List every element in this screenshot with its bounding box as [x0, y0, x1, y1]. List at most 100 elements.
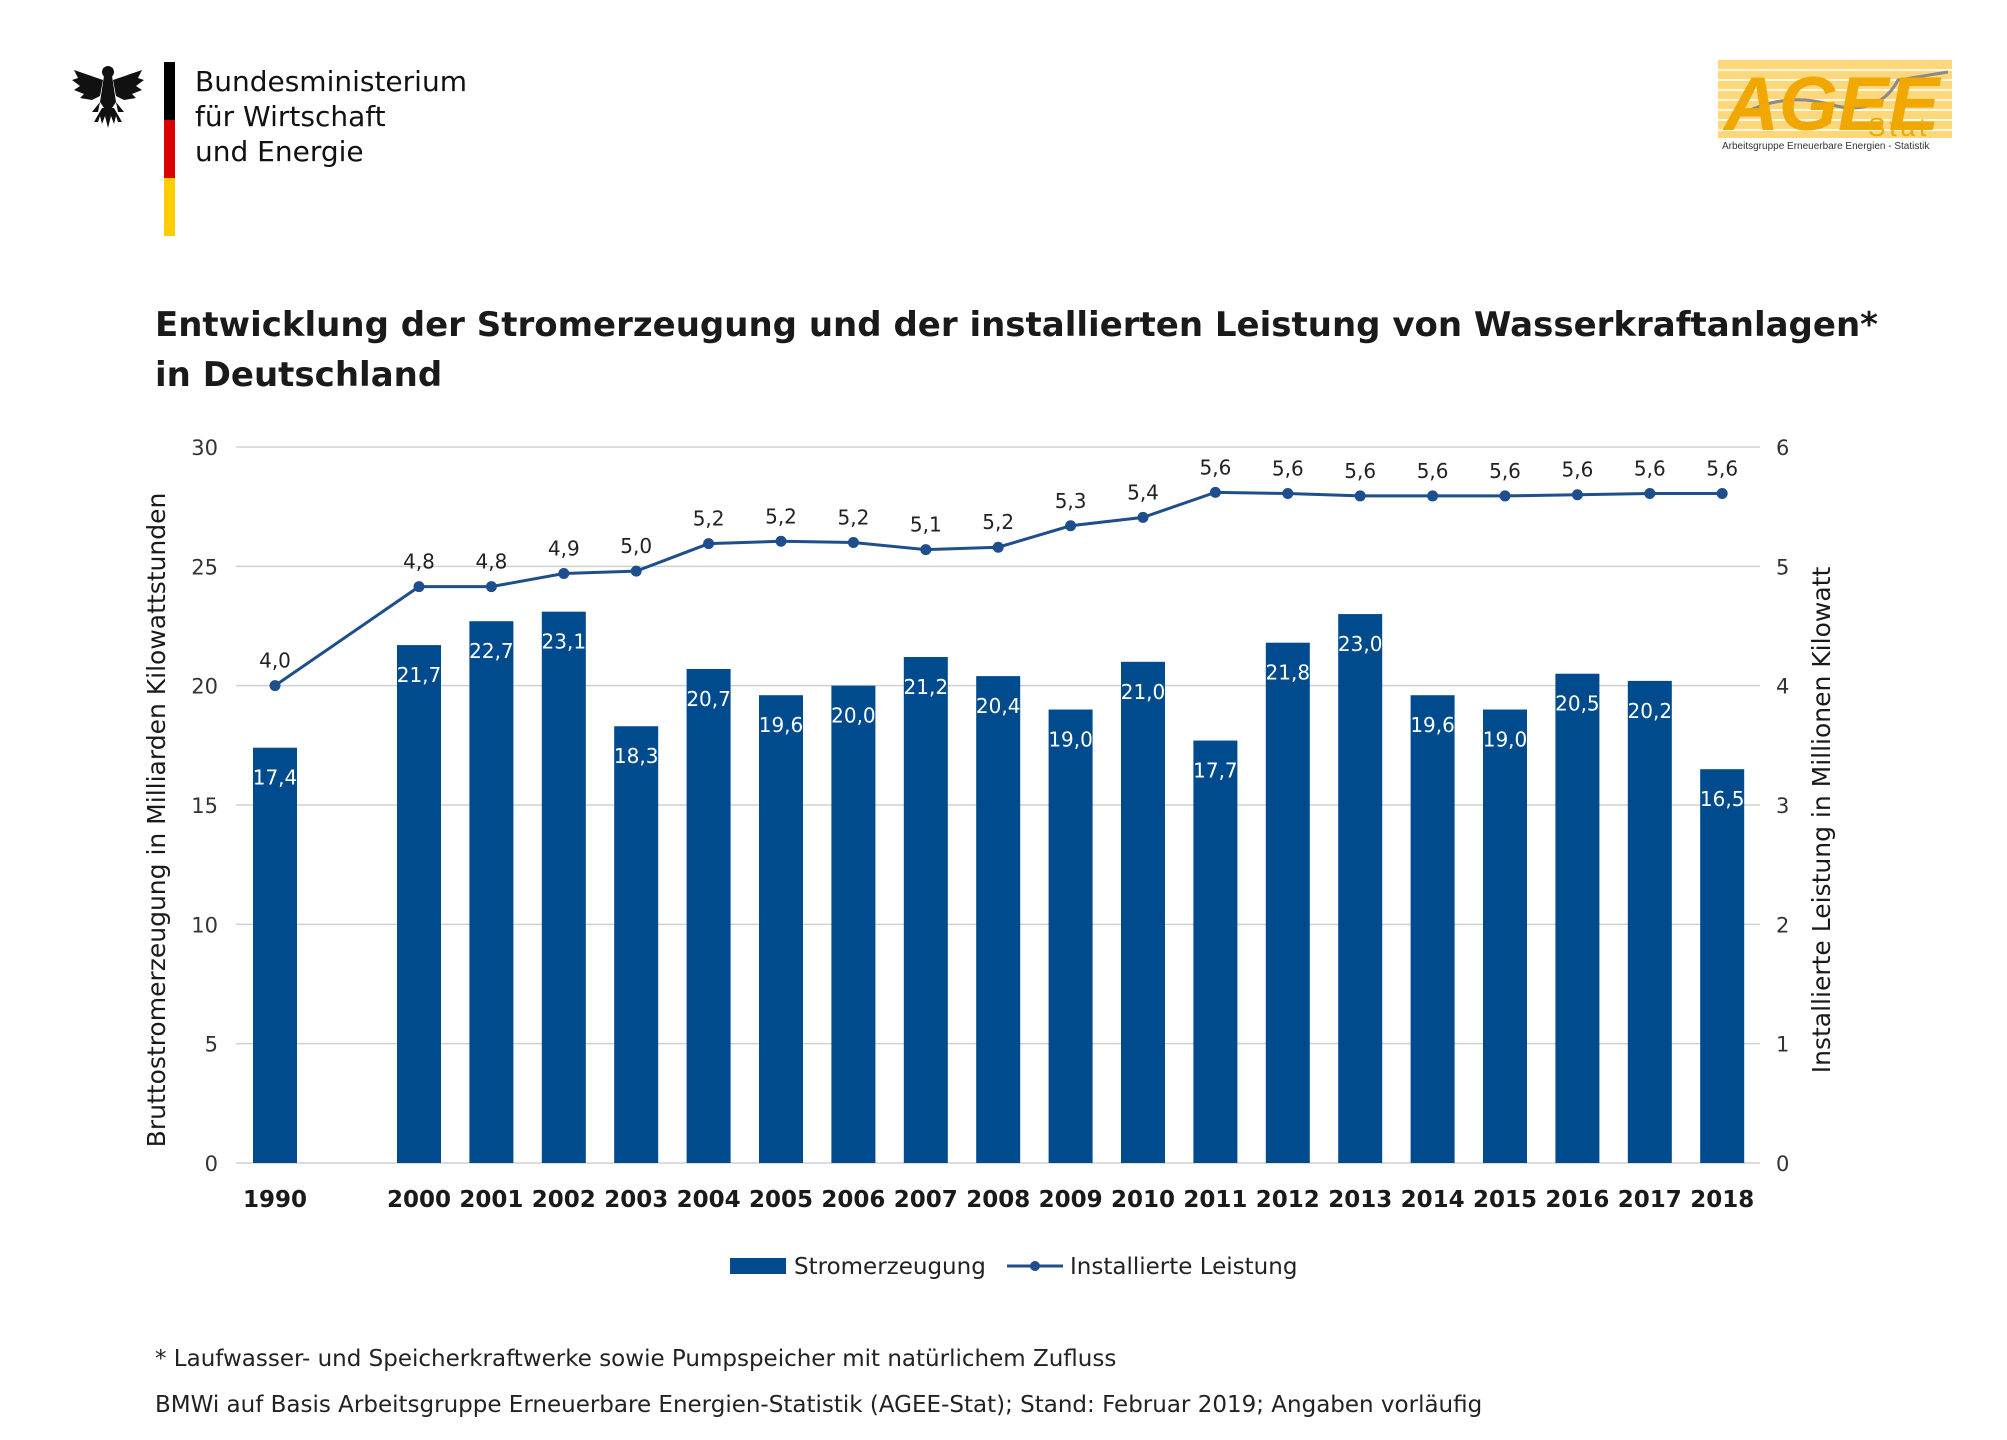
bar — [1265, 642, 1310, 1163]
line-point — [1065, 520, 1077, 532]
y-left-tick-label: 20 — [191, 675, 218, 699]
line-point — [1282, 488, 1294, 500]
agee-stat-logo: AGEE Stat Arbeitsgruppe Erneuerbare Ener… — [1718, 60, 1952, 152]
y-right-tick-label: 6 — [1776, 436, 1789, 460]
line-path — [274, 490, 1723, 687]
y-right-tick-label: 5 — [1776, 555, 1789, 579]
x-tick-label: 2018 — [1690, 1187, 1754, 1213]
line-point — [630, 565, 642, 577]
bar-value-label: 23,1 — [542, 630, 587, 654]
y-axis-right-label: Installierte Leistung in Millionen Kilow… — [1807, 567, 1836, 1074]
legend-bar-label: Stromerzeugung — [794, 1254, 986, 1280]
line-value-label: 5,2 — [837, 505, 869, 529]
bar-value-label: 19,0 — [1483, 728, 1528, 752]
x-tick-label: 2012 — [1256, 1187, 1320, 1213]
x-tick-label: 2006 — [821, 1187, 885, 1213]
legend: Stromerzeugung Installierte Leistung — [730, 1254, 1297, 1280]
line-point — [1716, 488, 1728, 500]
bar-value-label: 20,2 — [1628, 699, 1673, 723]
line-point — [1571, 489, 1583, 501]
bar — [1121, 661, 1165, 1163]
x-tick-label: 2009 — [1039, 1187, 1103, 1213]
bar — [397, 645, 441, 1163]
bar — [1700, 769, 1745, 1163]
ministry-line-3: und Energie — [195, 135, 364, 168]
line-value-label: 5,6 — [1272, 457, 1304, 481]
x-tick-label: 2014 — [1401, 1187, 1465, 1213]
x-tick-label: 2002 — [532, 1187, 596, 1213]
ministry-line-2: für Wirtschaft — [195, 100, 386, 133]
line-value-label: 5,6 — [1561, 458, 1593, 482]
line-point — [558, 567, 570, 579]
line-point — [413, 581, 425, 593]
legend-line-marker — [1030, 1261, 1040, 1271]
bar — [903, 657, 948, 1163]
line-value-label: 5,3 — [1055, 489, 1087, 513]
y-left-tick-label: 25 — [191, 555, 218, 579]
line-value-label: 4,8 — [403, 550, 435, 574]
x-tick-label: 1990 — [243, 1187, 307, 1213]
line-value-label: 5,6 — [1344, 459, 1376, 483]
x-tick-label: 2005 — [749, 1187, 813, 1213]
line-point — [847, 536, 859, 548]
y-right-tick-label: 3 — [1776, 794, 1789, 818]
x-axis-ticks: 1990 2000 2001 2002 2003 2004 2005 2006 2007 2008… — [243, 1187, 1754, 1213]
bar-value-label: 20,4 — [976, 694, 1021, 718]
line-value-label: 5,6 — [1417, 459, 1449, 483]
bar-value-label: 20,0 — [831, 704, 876, 728]
x-tick-label: 2013 — [1328, 1187, 1392, 1213]
x-tick-label: 2000 — [387, 1187, 451, 1213]
x-tick-label: 2010 — [1111, 1187, 1175, 1213]
x-tick-label: 2004 — [677, 1187, 741, 1213]
bar-value-label: 20,5 — [1555, 692, 1600, 716]
bar — [1627, 680, 1672, 1163]
legend-bar-swatch — [730, 1258, 786, 1274]
footnote: * Laufwasser- und Speicherkraftwerke sow… — [155, 1346, 1117, 1372]
line-value-label: 5,4 — [1127, 480, 1159, 504]
line-value-label: 5,2 — [693, 507, 725, 531]
bar — [1048, 709, 1093, 1163]
line-point — [703, 538, 715, 550]
agee-logo-caption: Arbeitsgruppe Erneuerbare Energien - Sta… — [1722, 141, 1930, 152]
line-value-label: 4,9 — [548, 536, 580, 560]
y-right-tick-label: 4 — [1776, 675, 1789, 699]
line-point — [1354, 490, 1366, 502]
x-tick-label: 2017 — [1618, 1187, 1682, 1213]
line-value-label: 5,0 — [620, 534, 652, 558]
y-right-tick-label: 0 — [1776, 1152, 1789, 1176]
bar — [614, 726, 659, 1163]
y-left-tick-label: 10 — [191, 913, 218, 937]
y-left-tick-label: 15 — [191, 794, 218, 818]
line-point — [1137, 511, 1149, 523]
line-point — [1644, 488, 1656, 500]
bar-value-label: 20,7 — [686, 687, 731, 711]
bar-value-label: 21,0 — [1121, 680, 1166, 704]
x-tick-label: 2016 — [1545, 1187, 1609, 1213]
x-tick-label: 2001 — [459, 1187, 523, 1213]
bar — [686, 668, 731, 1163]
bar — [1410, 695, 1455, 1163]
y-left-tick-label: 5 — [205, 1033, 218, 1057]
line-value-label: 5,2 — [982, 510, 1014, 534]
line-value-label: 5,6 — [1706, 457, 1738, 481]
line-point — [485, 581, 497, 593]
ministry-line-1: Bundesministerium — [195, 65, 467, 98]
federal-eagle-icon — [72, 66, 144, 128]
bar — [469, 621, 514, 1163]
x-tick-label: 2007 — [894, 1187, 958, 1213]
line-value-label: 4,0 — [259, 649, 291, 673]
bar-value-label: 18,3 — [614, 744, 659, 768]
agee-logo-sub: Stat — [1868, 112, 1930, 142]
line-point — [920, 544, 932, 556]
x-tick-label: 2008 — [966, 1187, 1030, 1213]
bar-data-labels: 17,4 21,7 22,7 23,1 18,3 20,7 19,6 20,0 21,2 20,4… — [253, 630, 1745, 812]
bar-value-label: 21,8 — [1266, 661, 1311, 685]
ministry-logo: Bundesministerium für Wirtschaft und Ene… — [70, 62, 467, 236]
line-point — [1427, 490, 1439, 502]
bar — [1483, 709, 1527, 1163]
source-note: BMWi auf Basis Arbeitsgruppe Erneuerbare… — [155, 1392, 1483, 1418]
y-left-tick-label: 0 — [205, 1152, 218, 1176]
bar-value-label: 19,0 — [1048, 728, 1093, 752]
bar-value-label: 17,4 — [253, 766, 298, 790]
